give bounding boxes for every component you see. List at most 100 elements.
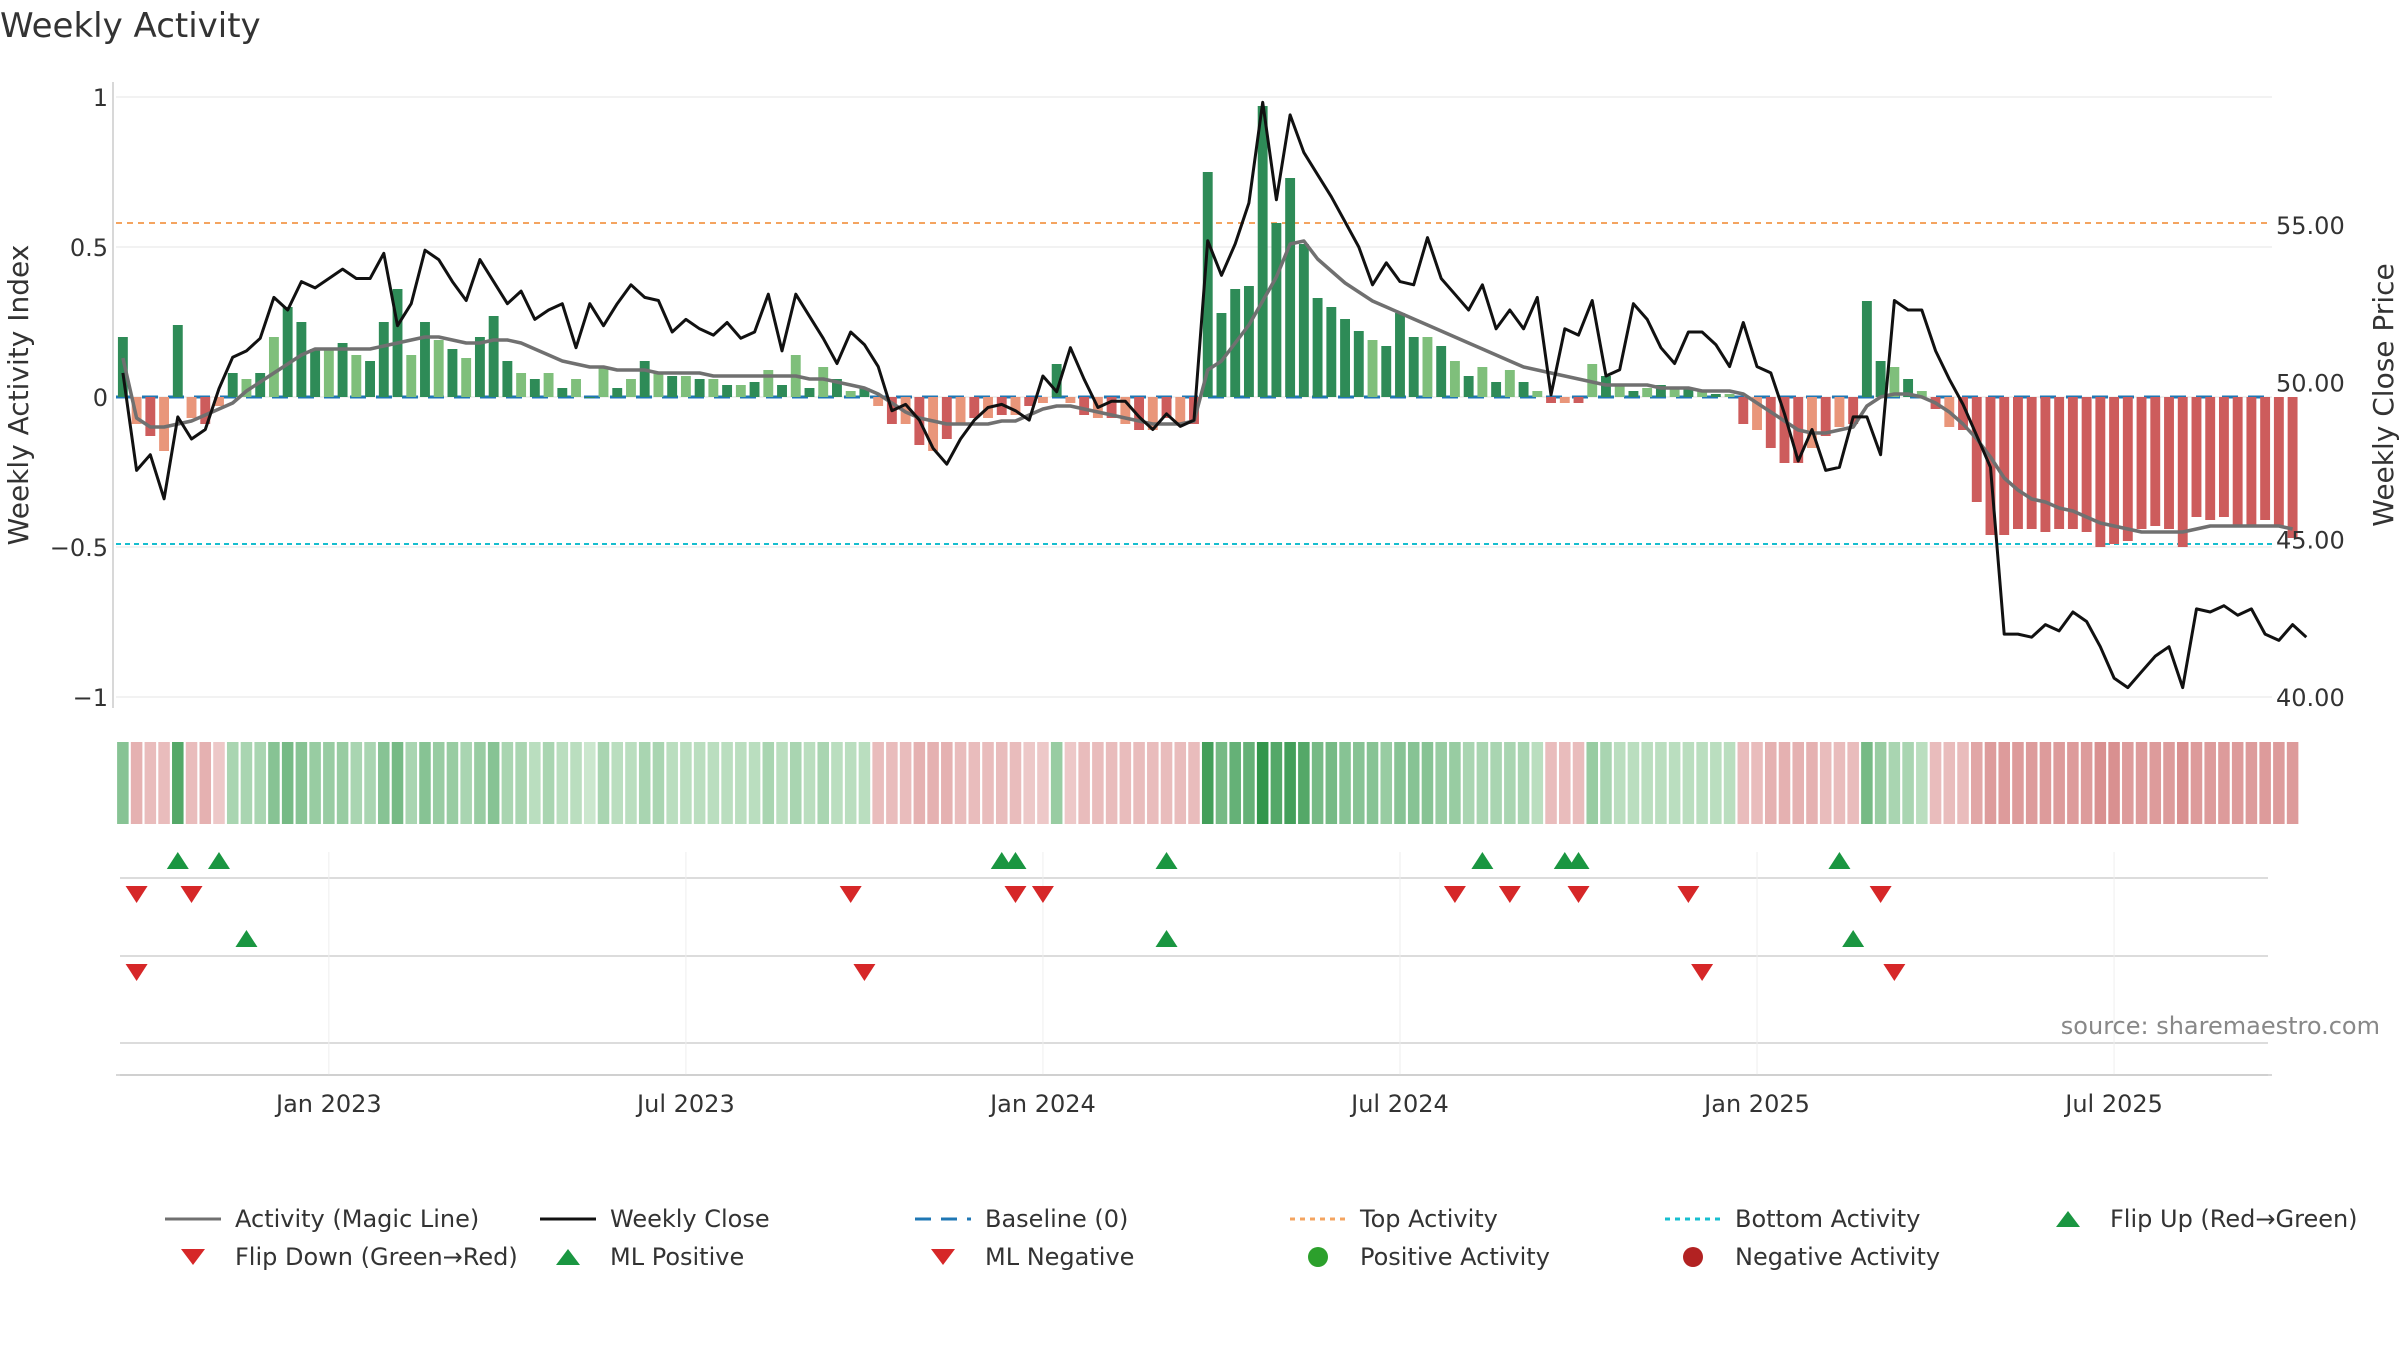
activity-bar — [1408, 337, 1419, 397]
ml-positive-marker — [1842, 930, 1865, 947]
ml-negative-marker — [125, 964, 148, 981]
activity-bar — [1436, 346, 1447, 397]
activity-bar — [2191, 397, 2202, 517]
heat-strip-cell — [762, 742, 775, 824]
heat-strip-cell — [1517, 742, 1530, 824]
heat-strip-cell — [584, 742, 596, 824]
heat-strip-cell — [501, 742, 514, 824]
activity-bar — [310, 349, 321, 397]
ml-negative-marker — [1691, 964, 1714, 981]
heat-strip-cell — [1751, 742, 1763, 824]
heat-strip-cell — [487, 742, 500, 824]
flip-up-marker — [1471, 852, 1494, 869]
activity-bar — [1546, 397, 1556, 403]
heat-strip-cell — [638, 742, 651, 824]
activity-bar — [722, 385, 733, 397]
heat-strip-cell — [240, 742, 253, 824]
heat-strip-cell — [1366, 742, 1379, 824]
activity-bar — [1353, 331, 1364, 397]
heat-strip-cell — [281, 742, 294, 824]
activity-bar — [543, 373, 554, 397]
heat-strip-cell — [968, 742, 981, 824]
activity-bar — [2067, 397, 2078, 529]
heat-strip-cell — [666, 742, 678, 824]
heat-strip-cell — [2273, 742, 2285, 824]
chart-title: Weekly Activity — [0, 6, 261, 46]
heat-strip-cell — [158, 742, 170, 824]
heat-strip-cell — [1421, 742, 1434, 824]
heat-strip-cell — [1888, 742, 1901, 824]
activity-bar — [2026, 397, 2037, 529]
heat-strip-cell — [1559, 742, 1571, 824]
heat-strip-cell — [1243, 742, 1255, 824]
heat-strip-cell — [954, 742, 967, 824]
activity-bar — [1807, 397, 1817, 448]
heat-strip-cell — [1174, 742, 1187, 824]
activity-bar — [2205, 397, 2216, 520]
activity-bar — [323, 349, 334, 397]
heat-strip-cell — [1545, 742, 1557, 824]
heat-strip-cell — [529, 742, 541, 824]
flip-up-marker — [1155, 852, 1178, 869]
ml-positive-marker — [235, 930, 258, 947]
heat-strip-cell — [1325, 742, 1338, 824]
heat-strip-cell — [1764, 742, 1777, 824]
activity-bar — [1820, 397, 1831, 436]
flip-down-marker — [1869, 886, 1892, 903]
activity-bar — [1463, 376, 1474, 397]
heat-strip-cell — [2122, 742, 2134, 824]
y-tick-label-left: 0.5 — [70, 234, 108, 262]
legend-bottom-activity-swatch — [1665, 1217, 1721, 1221]
activity-bar — [378, 322, 389, 397]
activity-bar — [474, 337, 485, 397]
activity-bar — [612, 388, 623, 397]
heat-strip-cell — [1504, 742, 1516, 824]
heat-strip-cell — [1957, 742, 1969, 824]
activity-bar — [1065, 397, 1076, 403]
heat-strip-cell — [1668, 742, 1681, 824]
heat-strip-cell — [1449, 742, 1461, 824]
heat-strip-cell — [460, 742, 472, 824]
heat-strip-cell — [2245, 742, 2258, 824]
heat-strip-cell — [556, 742, 569, 824]
heat-strip-cell — [1078, 742, 1090, 824]
activity-bar — [1738, 397, 1749, 424]
activity-bar — [1285, 178, 1296, 397]
activity-bar — [2164, 397, 2174, 529]
activity-heat-strip — [117, 742, 2299, 824]
heat-strip-cell — [941, 742, 953, 824]
heat-strip-cell — [872, 742, 884, 824]
heat-strip-cell — [1778, 742, 1791, 824]
legend-row-2: Flip Down (Green→Red) ML Positive ML Neg… — [160, 1243, 2390, 1281]
activity-bar — [1958, 397, 1968, 430]
activity-bar — [1903, 379, 1914, 397]
heat-strip-cell — [2176, 742, 2189, 824]
heat-strip-cell — [913, 742, 926, 824]
heat-strip-cell — [1819, 742, 1832, 824]
heat-strip-cell — [1311, 742, 1324, 824]
activity-bar — [1037, 397, 1048, 403]
activity-bar — [1216, 313, 1227, 397]
heat-strip-cell — [1394, 742, 1406, 824]
activity-bar — [1079, 397, 1090, 415]
heat-strip-cell — [1229, 742, 1241, 824]
heat-strip-cell — [1806, 742, 1818, 824]
heat-strip-cell — [858, 742, 871, 824]
activity-bar — [1326, 307, 1337, 397]
y-tick-label-left: 0 — [93, 384, 108, 412]
activity-bar — [1916, 391, 1927, 397]
activity-bar — [1683, 388, 1694, 397]
activity-bar — [653, 373, 664, 397]
heat-strip-cell — [831, 742, 843, 824]
legend-label: Flip Down (Green→Red) — [235, 1243, 518, 1271]
heat-strip-cell — [1984, 742, 1997, 824]
activity-bar — [749, 382, 760, 397]
heat-strip-cell — [1655, 742, 1667, 824]
activity-bar — [461, 358, 472, 397]
heat-strip-cell — [2094, 742, 2107, 824]
axes: 1 0.5 0 −0.5 −1 55.00 50.00 45.00 40.00 — [50, 82, 2345, 712]
heat-strip-cell — [1119, 742, 1132, 824]
flip-down-marker — [1677, 886, 1700, 903]
activity-bar — [804, 388, 815, 397]
